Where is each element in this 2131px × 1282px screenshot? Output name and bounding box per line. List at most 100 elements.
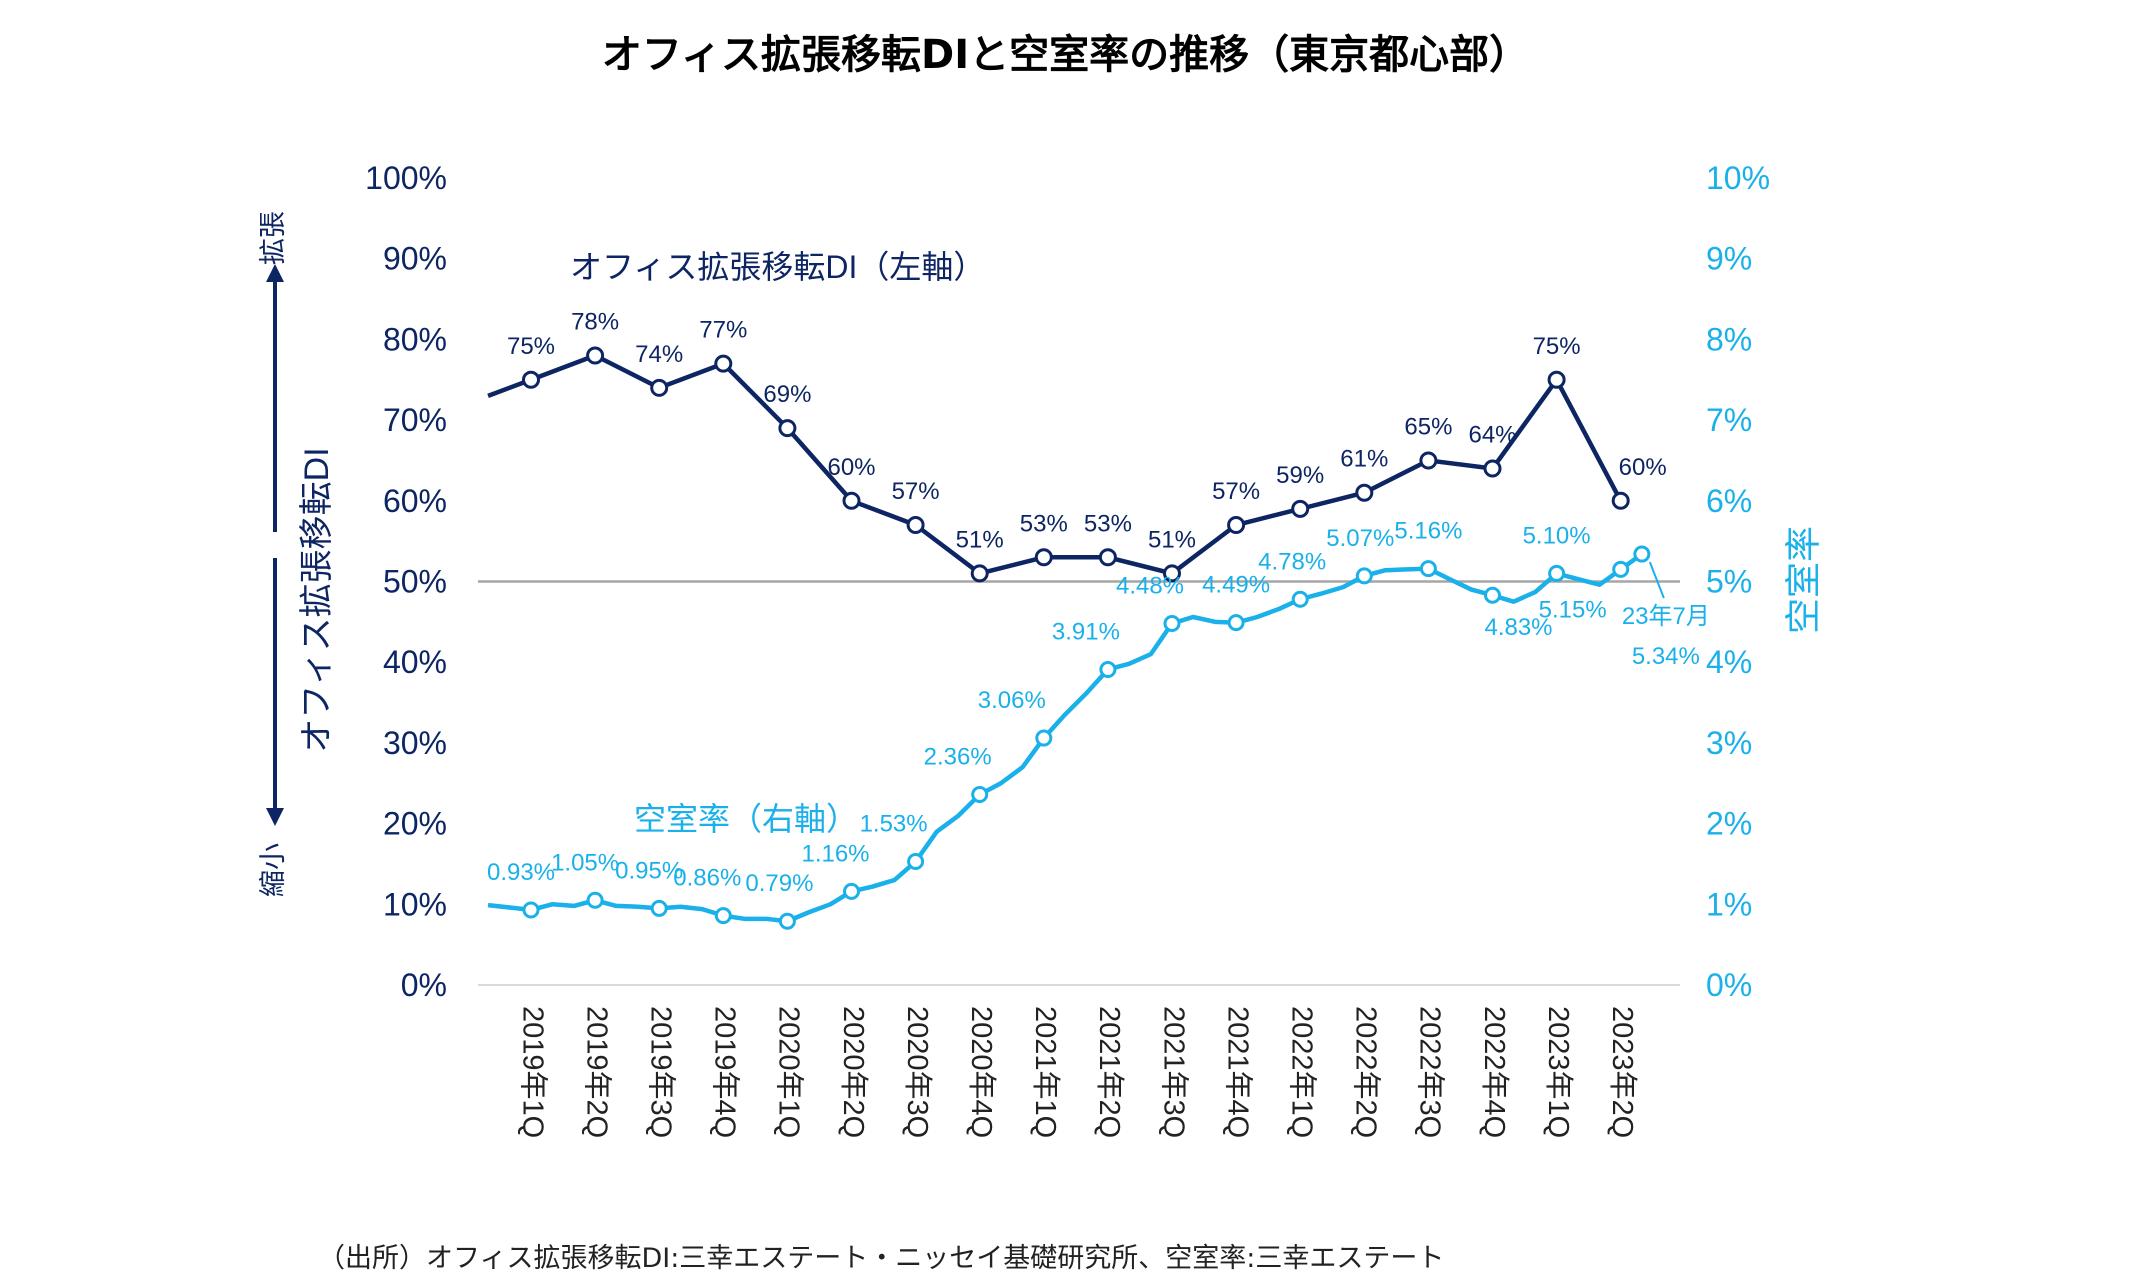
di-data-label: 51% — [956, 526, 1004, 553]
left-tick-label: 90% — [383, 241, 447, 277]
vacancy-data-point — [1163, 614, 1181, 632]
vacancy-data-label: 4.78% — [1258, 548, 1326, 575]
left-tick-label: 70% — [383, 402, 447, 438]
di-data-label: 61% — [1340, 446, 1388, 473]
vacancy-data-point — [843, 882, 860, 900]
vacancy-data-point — [1419, 560, 1437, 578]
vacancy-data-point — [971, 786, 989, 804]
arrow-down-label: 縮小 — [258, 843, 288, 897]
di-data-point — [1227, 516, 1246, 535]
di-data-label: 53% — [1020, 510, 1068, 537]
di-data-point — [1291, 499, 1310, 518]
right-tick-label: 5% — [1706, 564, 1752, 600]
left-tick-label: 20% — [383, 806, 447, 842]
vacancy-data-point — [1633, 545, 1651, 563]
x-tick-label: 2020年1Q — [773, 1006, 806, 1138]
vacancy-data-label: 5.07% — [1326, 525, 1394, 552]
right-tick-label: 6% — [1706, 483, 1752, 519]
di-data-label: 51% — [1148, 526, 1196, 553]
x-tick-label: 2023年2Q — [1606, 1006, 1639, 1138]
vacancy-data-point — [1548, 564, 1566, 582]
x-tick-label: 2023年1Q — [1542, 1006, 1575, 1138]
x-tick-label: 2020年4Q — [965, 1006, 998, 1138]
july-note-label: 23年7月 — [1622, 603, 1710, 630]
x-tick-label: 2021年2Q — [1093, 1006, 1126, 1138]
vacancy-data-label: 1.16% — [801, 840, 869, 867]
left-axis-title: オフィス拡張移転DI — [298, 447, 336, 752]
di-data-label: 64% — [1468, 422, 1516, 449]
left-tick-label: 60% — [383, 483, 447, 519]
di-data-label: 69% — [763, 381, 811, 408]
vacancy-data-label: 5.34% — [1632, 643, 1700, 670]
di-data-label: 77% — [699, 317, 747, 344]
right-tick-label: 1% — [1706, 886, 1752, 922]
di-data-point — [778, 419, 797, 438]
arrow-up-label: 拡張 — [258, 211, 288, 265]
di-data-point — [714, 354, 733, 373]
di-data-label: 60% — [827, 454, 875, 481]
vacancy-data-label: 5.10% — [1523, 522, 1591, 549]
di-data-label: 53% — [1084, 510, 1132, 537]
x-tick-label: 2019年3Q — [645, 1006, 678, 1138]
july-leader-line — [1648, 561, 1665, 599]
right-tick-label: 0% — [1706, 967, 1752, 1003]
x-tick-label: 2019年2Q — [580, 1006, 613, 1138]
di-data-point — [842, 491, 861, 510]
right-tick-label: 8% — [1706, 321, 1752, 357]
x-tick-label: 2020年2Q — [837, 1006, 870, 1138]
vacancy-data-point — [586, 891, 604, 909]
di-data-label: 65% — [1404, 413, 1452, 440]
vacancy-data-label: 0.86% — [673, 865, 741, 892]
di-data-point — [1098, 548, 1117, 567]
right-tick-label: 4% — [1706, 644, 1752, 680]
vacancy-data-label: 2.36% — [924, 744, 992, 771]
vacancy-data-label: 3.91% — [1052, 618, 1120, 645]
left-tick-label: 100% — [365, 160, 447, 196]
di-data-label: 57% — [892, 478, 940, 505]
vacancy-data-label: 5.16% — [1394, 518, 1462, 545]
vacancy-data-label: 1.53% — [860, 811, 928, 838]
left-tick-label: 10% — [383, 886, 447, 922]
right-tick-label: 9% — [1706, 241, 1752, 277]
x-tick-label: 2019年1Q — [516, 1006, 549, 1138]
di-data-point — [1547, 370, 1566, 389]
vacancy-series-annotation: 空室率（右軸） — [634, 801, 858, 837]
vacancy-data-label: 3.06% — [978, 687, 1046, 714]
di-data-point — [586, 346, 605, 365]
vacancy-data-label: 4.49% — [1202, 572, 1270, 599]
arrow-down-head — [266, 808, 284, 826]
di-data-label: 74% — [635, 341, 683, 368]
x-tick-label: 2021年1Q — [1029, 1006, 1062, 1138]
vacancy-data-point — [650, 899, 668, 917]
di-data-label: 75% — [507, 333, 555, 360]
left-tick-label: 30% — [383, 725, 447, 761]
vacancy-data-point — [522, 901, 540, 919]
vacancy-data-point — [1355, 567, 1373, 585]
di-data-label: 57% — [1212, 478, 1260, 505]
right-tick-label: 3% — [1706, 725, 1752, 761]
di-data-point — [1034, 548, 1053, 567]
vacancy-data-label: 5.15% — [1539, 596, 1607, 623]
di-data-point — [1163, 564, 1181, 583]
di-data-point — [522, 370, 540, 389]
left-tick-label: 0% — [401, 967, 447, 1003]
vacancy-data-label: 0.93% — [487, 859, 555, 886]
vacancy-data-label: 0.79% — [745, 870, 813, 897]
di-data-label: 75% — [1533, 333, 1581, 360]
vacancy-data-point — [1035, 729, 1053, 747]
di-series-annotation: オフィス拡張移転DI（左軸） — [570, 249, 985, 285]
di-data-label: 60% — [1619, 454, 1667, 481]
right-tick-label: 2% — [1706, 806, 1752, 842]
x-tick-label: 2020年3Q — [901, 1006, 934, 1138]
di-data-point — [1483, 459, 1502, 478]
x-tick-label: 2019年4Q — [709, 1006, 742, 1138]
vacancy-data-point — [1099, 660, 1117, 678]
source-note: （出所）オフィス拡張移転DI:三幸エステート・ニッセイ基礎研究所、空室率:三幸エ… — [318, 1243, 1445, 1274]
di-data-label: 78% — [571, 309, 619, 336]
vacancy-data-label: 4.48% — [1116, 572, 1184, 599]
vacancy-data-point — [1291, 590, 1309, 608]
vacancy-data-point — [1227, 614, 1245, 632]
di-data-point — [650, 378, 669, 397]
vacancy-data-label: 4.83% — [1484, 614, 1552, 641]
